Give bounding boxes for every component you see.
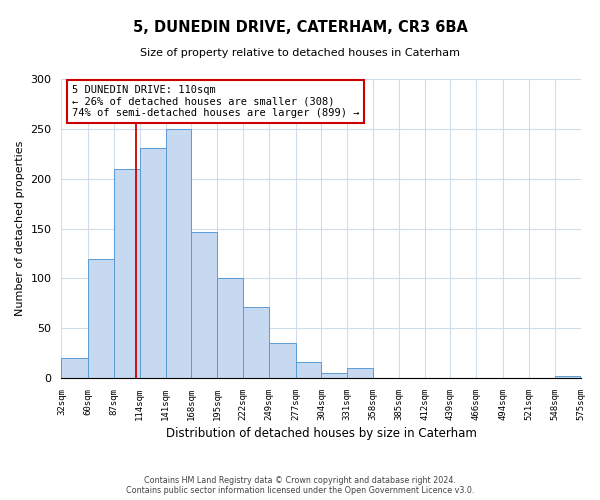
Bar [88, 260, 114, 378]
Bar [269, 343, 296, 378]
Text: 5, DUNEDIN DRIVE, CATERHAM, CR3 6BA: 5, DUNEDIN DRIVE, CATERHAM, CR3 6BA [133, 20, 467, 35]
Text: Contains HM Land Registry data © Crown copyright and database right 2024.
Contai: Contains HM Land Registry data © Crown c… [126, 476, 474, 495]
Bar [347, 368, 373, 378]
Bar [140, 148, 166, 378]
Bar [554, 376, 580, 378]
Bar [61, 358, 88, 378]
Bar [166, 129, 191, 378]
Bar [217, 278, 243, 378]
Text: Size of property relative to detached houses in Caterham: Size of property relative to detached ho… [140, 48, 460, 58]
Bar [322, 373, 347, 378]
Bar [296, 362, 322, 378]
Bar [243, 308, 269, 378]
Text: 5 DUNEDIN DRIVE: 110sqm
← 26% of detached houses are smaller (308)
74% of semi-d: 5 DUNEDIN DRIVE: 110sqm ← 26% of detache… [72, 85, 359, 118]
Bar [114, 168, 140, 378]
X-axis label: Distribution of detached houses by size in Caterham: Distribution of detached houses by size … [166, 427, 476, 440]
Bar [191, 232, 217, 378]
Y-axis label: Number of detached properties: Number of detached properties [15, 141, 25, 316]
